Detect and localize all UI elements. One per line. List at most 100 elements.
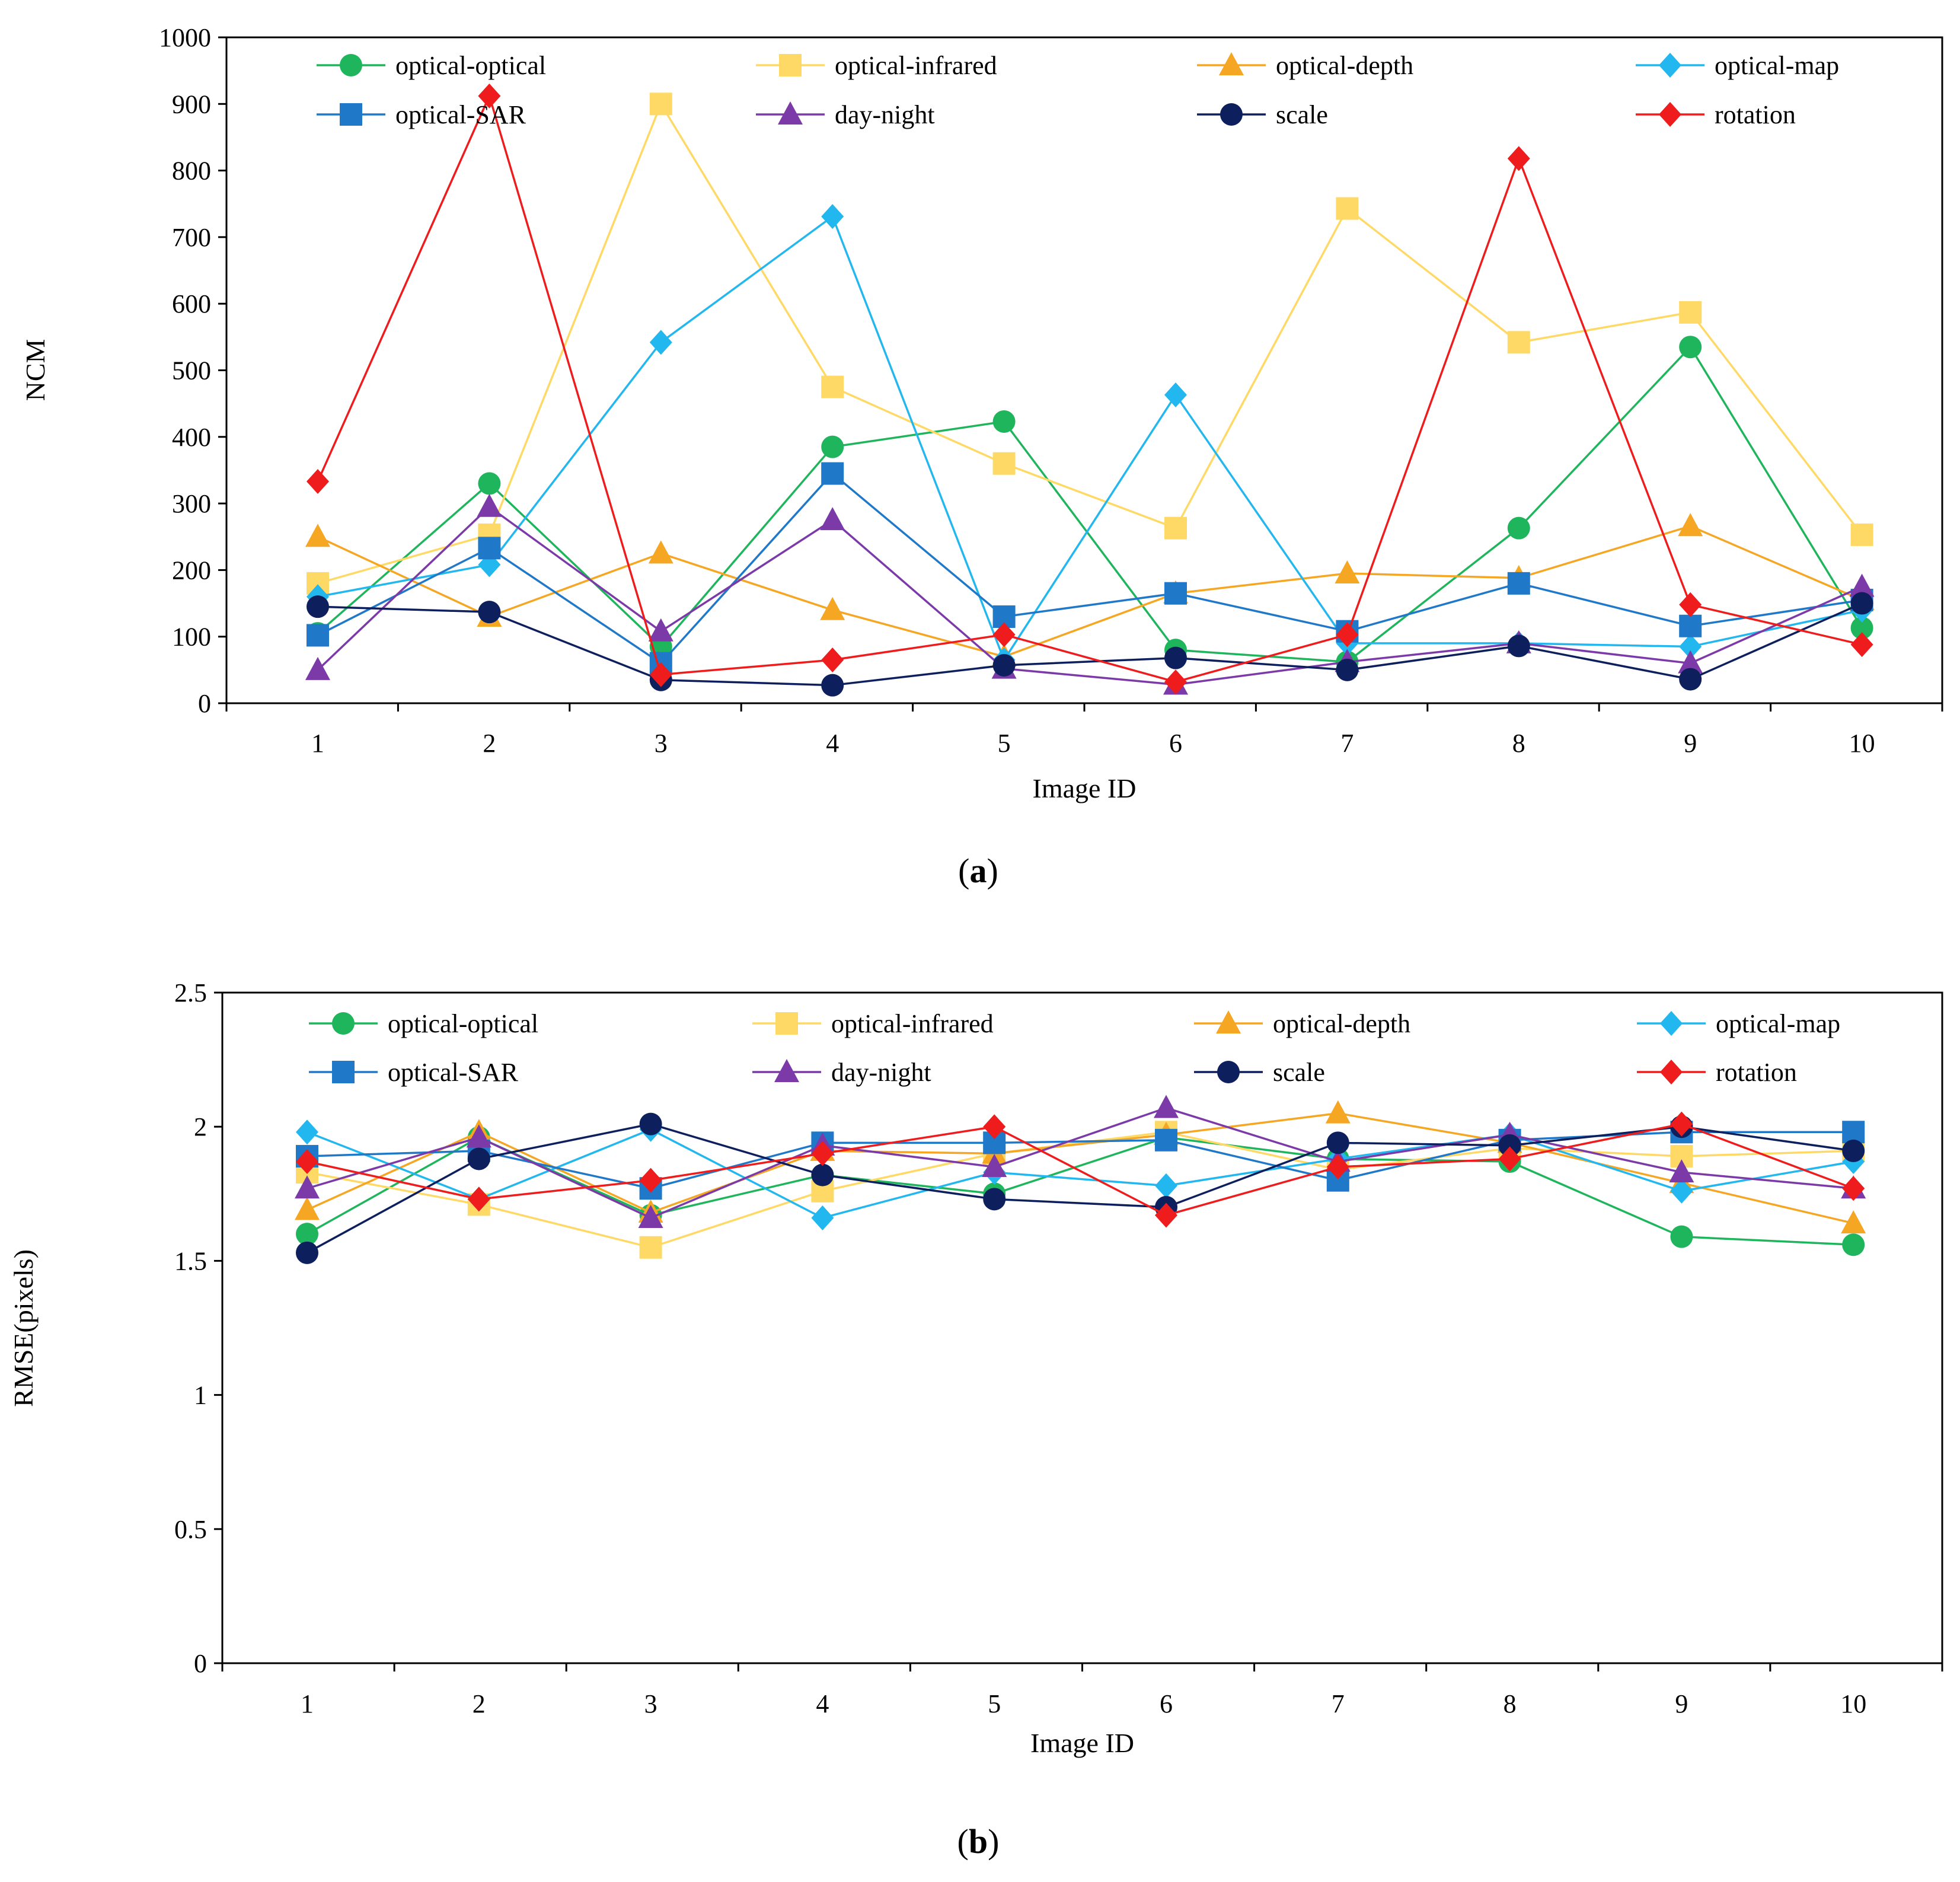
- legend-item-optical-SAR: optical-SAR: [317, 100, 526, 129]
- legend-item-optical-optical: optical-optical: [309, 1009, 538, 1038]
- x-tick-label: 3: [655, 729, 668, 758]
- series-line-optical-depth: [307, 1112, 1854, 1224]
- data-point: [982, 1154, 1007, 1178]
- data-point: [1850, 617, 1873, 640]
- data-point: [1507, 516, 1530, 540]
- data-point: [296, 1223, 318, 1246]
- legend-marker: [332, 1061, 355, 1083]
- data-point: [1507, 146, 1530, 171]
- data-point: [1841, 1210, 1866, 1234]
- legend-label: optical-optical: [395, 51, 546, 80]
- y-tick-label: 700: [172, 223, 211, 252]
- y-axis-label: NCM: [20, 339, 50, 401]
- legend-item-optical-infrared: optical-infrared: [756, 51, 997, 80]
- y-axis-label: RMSE(pixels): [8, 1249, 39, 1407]
- legend-item-optical-depth: optical-depth: [1197, 51, 1413, 80]
- data-point: [1679, 592, 1702, 617]
- y-tick-label: 100: [172, 623, 211, 652]
- data-point: [1326, 1154, 1349, 1180]
- data-point: [983, 1188, 1006, 1211]
- data-point: [1842, 1176, 1865, 1201]
- y-tick-label: 1000: [159, 23, 211, 52]
- legend-marker: [1659, 102, 1681, 127]
- data-point: [1849, 573, 1875, 597]
- data-point: [992, 410, 1016, 433]
- data-point: [307, 624, 329, 647]
- legend-item-scale: scale: [1197, 100, 1328, 129]
- data-point: [1164, 582, 1187, 605]
- legend-item-rotation: rotation: [1637, 1058, 1797, 1087]
- legend-item-day-night: day-night: [756, 100, 935, 129]
- y-tick-label: 0.5: [174, 1515, 207, 1544]
- series-line-optical-map: [317, 215, 1862, 662]
- legend-label: optical-SAR: [395, 100, 526, 129]
- y-tick-label: 0: [198, 689, 211, 718]
- data-point: [1669, 1159, 1694, 1183]
- y-tick-label: 1: [194, 1381, 207, 1410]
- data-point: [639, 1236, 662, 1259]
- x-tick-label: 1: [311, 729, 324, 758]
- data-point: [1679, 336, 1702, 359]
- x-tick-label: 7: [1340, 729, 1354, 758]
- series-line-optical-infrared: [317, 101, 1863, 585]
- data-point: [305, 524, 330, 547]
- legend: optical-optical optical-infrared optical-d…: [317, 51, 1839, 129]
- x-axis-label: Image ID: [1030, 1728, 1134, 1758]
- data-point: [1679, 634, 1702, 659]
- data-point: [1842, 1121, 1865, 1144]
- legend-marker: [779, 54, 802, 76]
- series-optical-optical: [296, 1126, 1865, 1256]
- data-point: [1154, 1095, 1179, 1118]
- legend-label: rotation: [1715, 100, 1796, 129]
- legend-label: optical-SAR: [388, 1058, 519, 1087]
- data-point: [1326, 1131, 1349, 1154]
- data-point: [296, 1119, 318, 1145]
- y-tick-label: 300: [172, 489, 211, 518]
- data-point: [992, 653, 1016, 677]
- data-point: [649, 662, 672, 687]
- series-line-day-night: [317, 505, 1863, 686]
- data-point: [467, 1186, 490, 1212]
- x-tick-label: 1: [301, 1689, 314, 1718]
- data-point: [1850, 592, 1873, 615]
- series-line-rotation: [307, 1122, 1854, 1217]
- legend-item-optical-map: optical-map: [1636, 51, 1839, 80]
- data-point: [1155, 1202, 1177, 1228]
- legend-marker: [340, 54, 362, 76]
- data-point: [1498, 1146, 1521, 1172]
- data-point: [821, 435, 844, 458]
- legend-marker: [774, 1059, 799, 1082]
- data-point: [1850, 632, 1873, 658]
- x-tick-label: 6: [1169, 729, 1182, 758]
- data-point: [1164, 516, 1187, 540]
- x-tick-label: 10: [1849, 729, 1875, 758]
- series-day-night: [305, 493, 1875, 695]
- data-point: [639, 1112, 662, 1135]
- series-optical-optical: [307, 336, 1873, 674]
- data-point: [648, 540, 673, 564]
- y-tick-label: 600: [172, 289, 211, 318]
- data-point: [296, 1149, 318, 1175]
- x-tick-label: 6: [1160, 1689, 1173, 1718]
- data-point: [478, 601, 501, 624]
- series-line-day-night: [307, 1106, 1854, 1219]
- x-tick-label: 8: [1503, 1689, 1517, 1718]
- data-point: [1155, 1128, 1177, 1151]
- y-tick-label: 400: [172, 423, 211, 452]
- legend-marker: [1660, 1011, 1683, 1036]
- legend-item-day-night: day-night: [752, 1058, 931, 1087]
- legend-label: day-night: [831, 1058, 931, 1087]
- data-point: [1325, 1100, 1351, 1124]
- y-tick-label: 800: [172, 157, 211, 186]
- series-day-night: [295, 1095, 1866, 1229]
- y-tick-label: 2.5: [174, 978, 207, 1007]
- legend-item-scale: scale: [1194, 1058, 1325, 1087]
- series-line-optical-depth: [317, 525, 1863, 658]
- legend-marker: [778, 101, 803, 125]
- data-point: [1850, 523, 1873, 546]
- legend-label: optical-map: [1716, 1009, 1840, 1038]
- data-point: [295, 1175, 320, 1199]
- legend-label: optical-depth: [1273, 1009, 1410, 1038]
- x-tick-label: 4: [826, 729, 839, 758]
